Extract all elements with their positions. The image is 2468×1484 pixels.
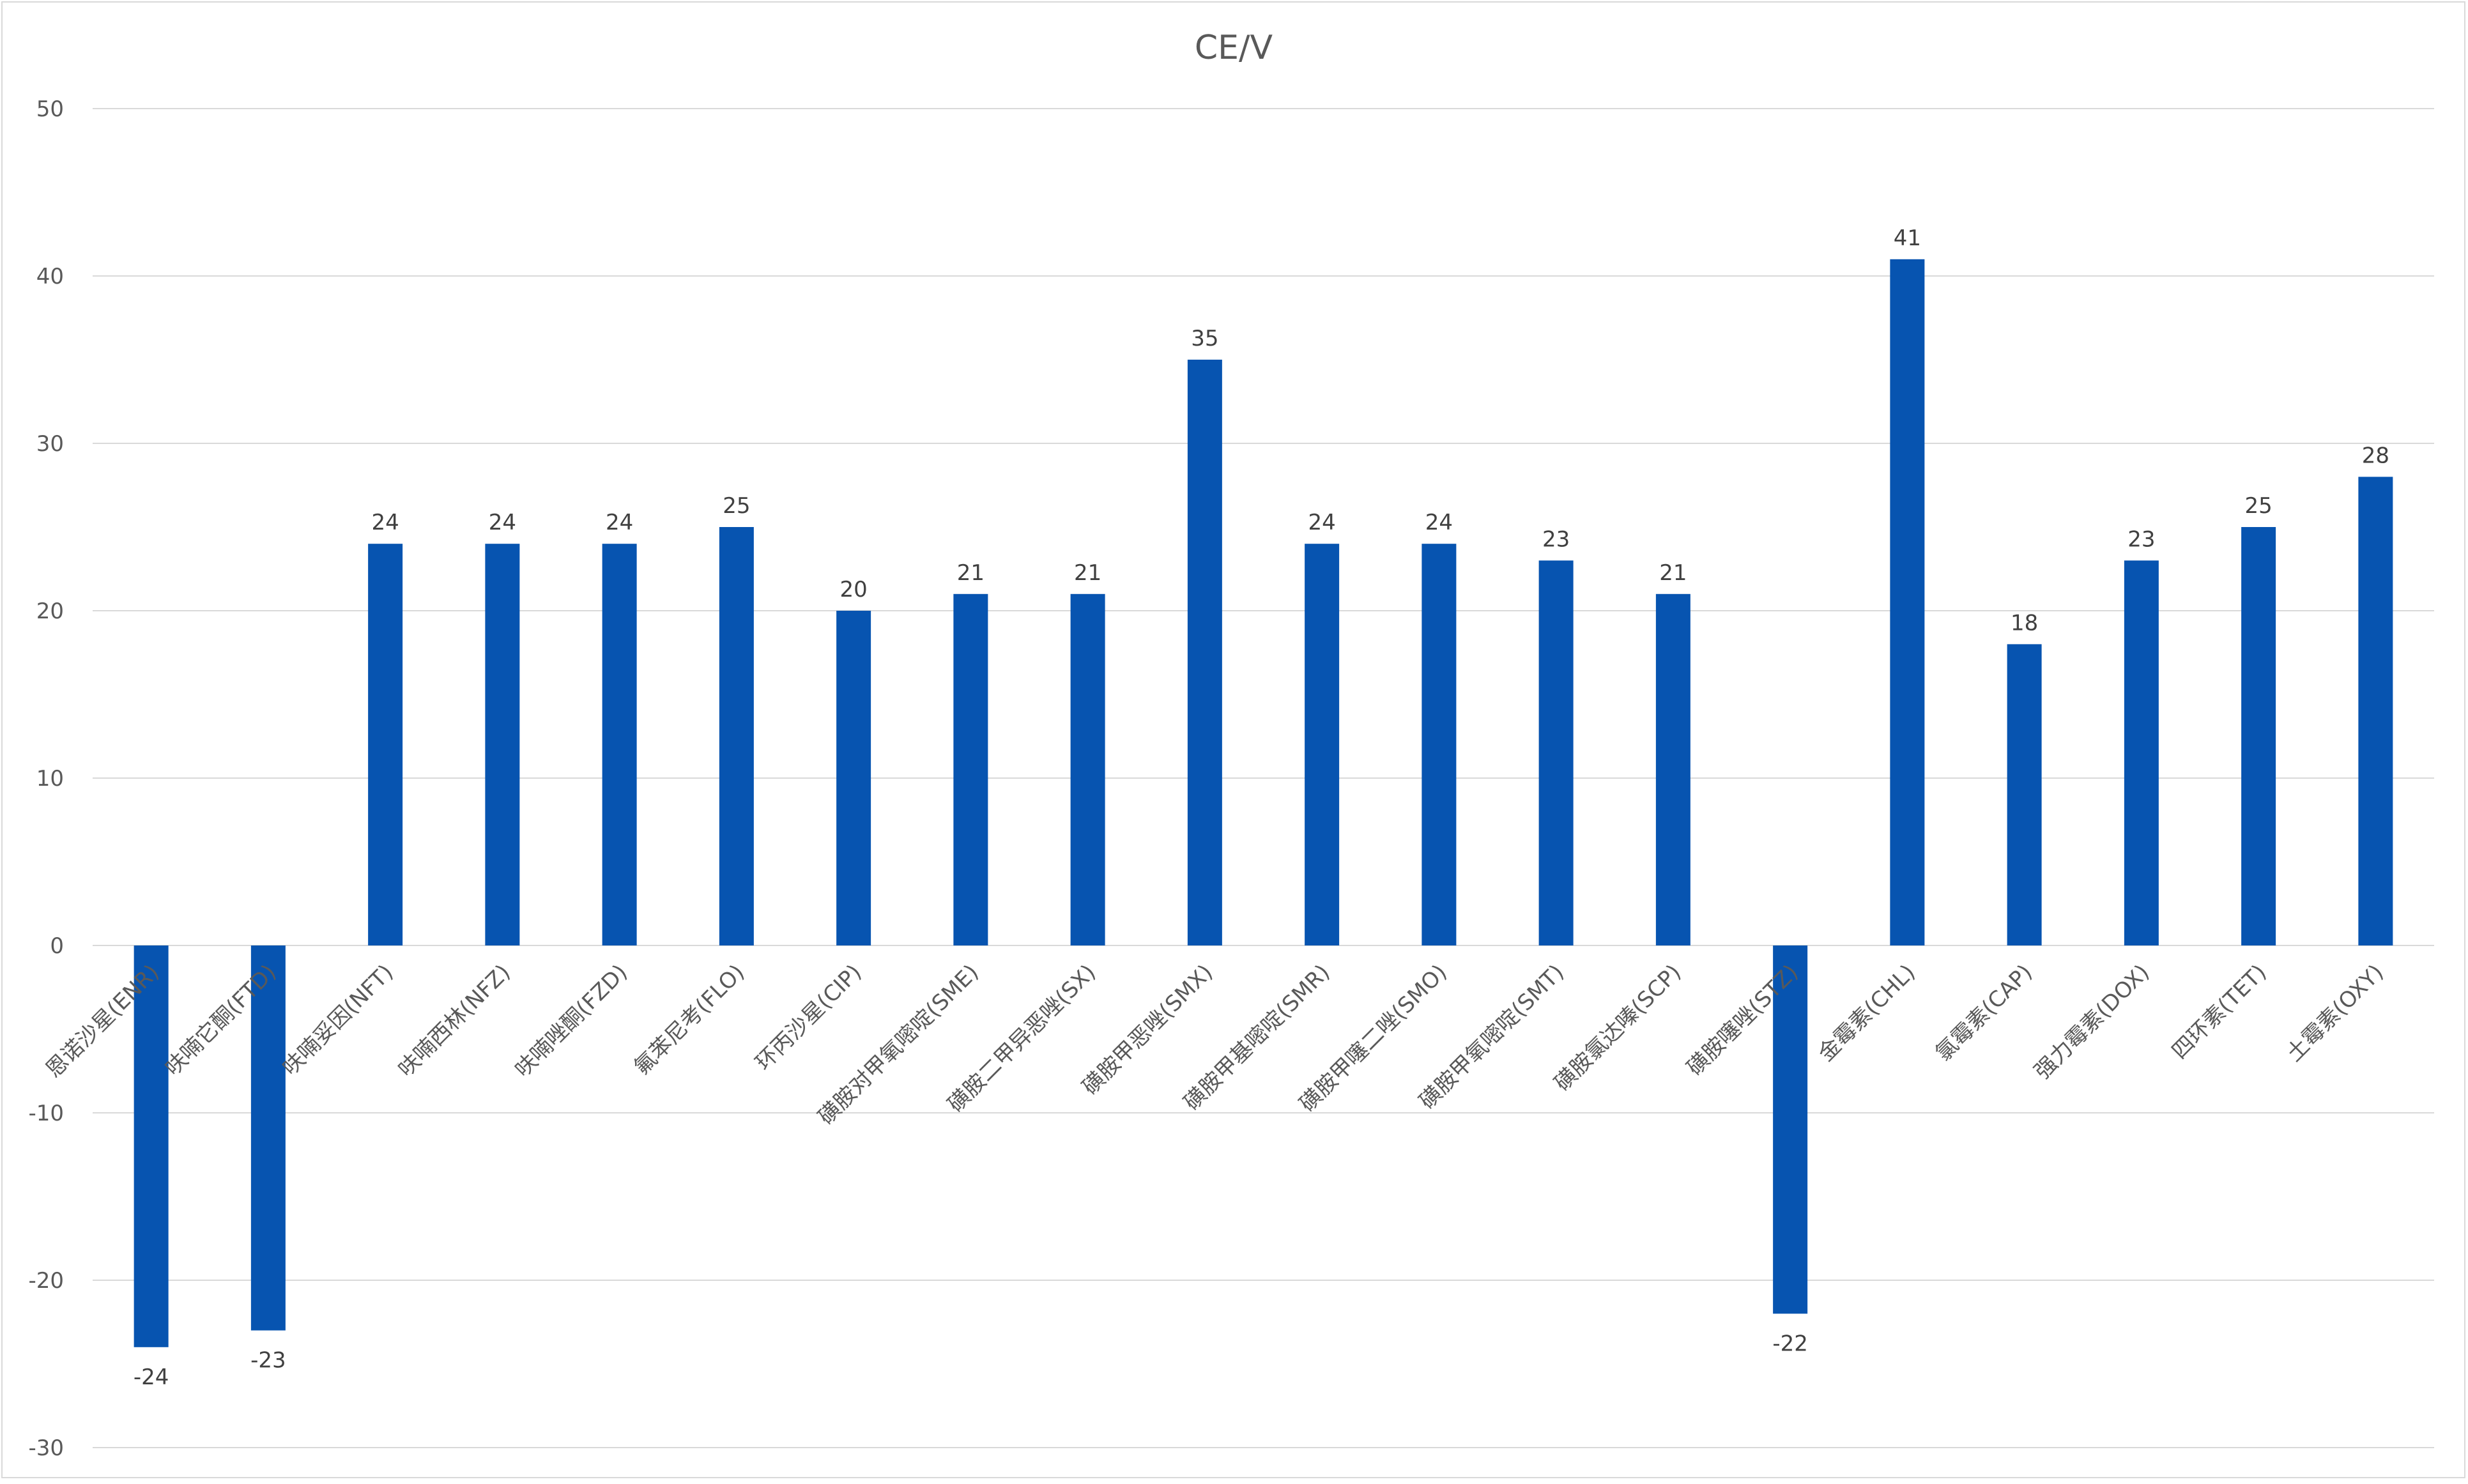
data-label: 23	[1542, 526, 1570, 552]
data-label: -24	[134, 1365, 169, 1390]
data-labels: -24 -23 24 24 24 25 20 21 21 35 24 24 23 21 -22 41 18 23 2…	[134, 226, 2389, 1390]
data-label: 41	[1894, 226, 1921, 251]
bar	[1890, 259, 1925, 945]
data-label: 25	[723, 493, 750, 519]
data-label: 18	[2011, 610, 2038, 636]
bar	[1070, 593, 1105, 945]
data-label: 25	[2244, 493, 2272, 519]
y-tick-label: 40	[36, 264, 64, 289]
bar	[836, 611, 871, 945]
y-axis-ticks: 50 40 30 20 10 0 -10 -20 -30	[28, 96, 64, 1461]
y-tick-label: 10	[36, 766, 64, 792]
bar	[2124, 560, 2159, 945]
data-label: 21	[1659, 560, 1687, 586]
data-label: 24	[1425, 510, 1453, 535]
data-label: 21	[1074, 560, 1101, 586]
bar	[719, 527, 754, 945]
y-tick-label: -20	[28, 1268, 64, 1294]
bar	[1773, 945, 1808, 1314]
data-label: 24	[606, 510, 633, 535]
bar	[1187, 360, 1222, 945]
gridlines	[93, 108, 2434, 1448]
bar	[2241, 527, 2276, 945]
bar	[250, 945, 286, 1331]
data-label: 28	[2362, 443, 2389, 468]
bar	[368, 544, 403, 945]
data-label: 21	[957, 560, 985, 586]
bars	[134, 259, 2393, 1347]
y-tick-label: 20	[36, 599, 64, 624]
data-label: -22	[1772, 1331, 1808, 1356]
data-label: 24	[1308, 510, 1335, 535]
bar	[1305, 544, 1340, 945]
bar	[602, 544, 637, 945]
bar	[1422, 544, 1457, 945]
data-label: 20	[839, 577, 867, 602]
y-tick-label: 50	[36, 96, 64, 122]
bar	[1655, 593, 1690, 945]
data-label: 23	[2127, 526, 2155, 552]
data-label: -23	[250, 1348, 286, 1373]
bar	[485, 544, 520, 945]
bar	[1538, 560, 1574, 945]
chart-title: CE/V	[1195, 29, 1273, 67]
y-tick-label: 0	[50, 933, 64, 959]
y-tick-label: -30	[28, 1435, 64, 1461]
bar	[2358, 477, 2393, 945]
data-label: 24	[489, 510, 516, 535]
y-tick-label: 30	[36, 431, 64, 457]
data-label: 35	[1191, 326, 1218, 351]
y-tick-label: -10	[28, 1101, 64, 1126]
bar	[134, 945, 169, 1347]
bar	[953, 593, 988, 945]
bar	[2007, 644, 2042, 945]
data-label: 24	[371, 510, 399, 535]
